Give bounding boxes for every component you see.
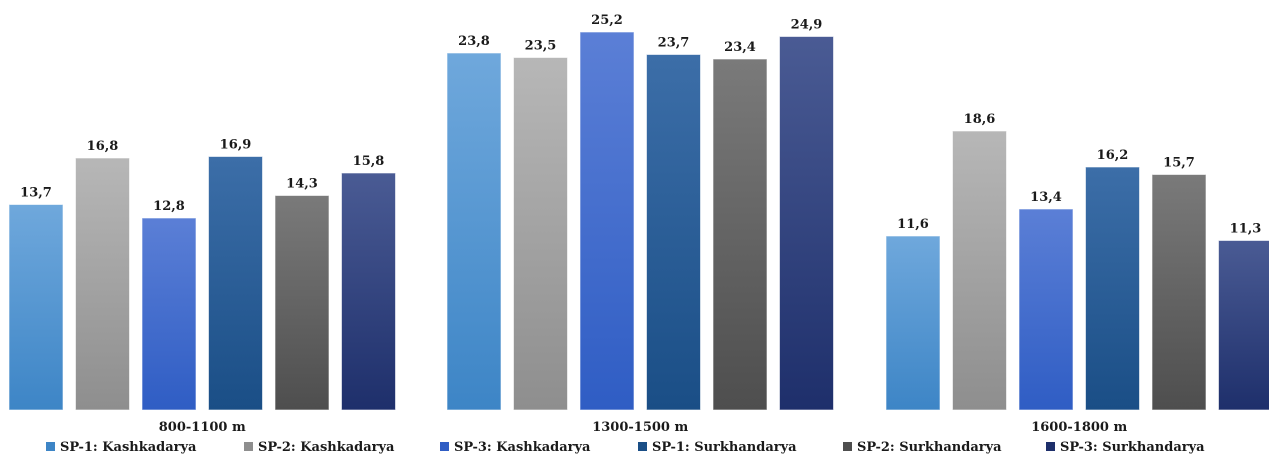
bar-2-5 [1218, 240, 1269, 411]
legend-swatch [638, 442, 647, 451]
value-label: 18,6 [964, 112, 996, 127]
category-label: 800-1100 m [159, 420, 246, 435]
value-label: 25,2 [591, 13, 623, 28]
bar-2-3 [1085, 166, 1140, 411]
legend-swatch [46, 442, 55, 451]
legend-swatch [244, 442, 253, 451]
value-labels-layer: 13,7 16,8 12,8 16,9 14,3 15,8 23,8 23,5 25,2 23,7… [20, 13, 1261, 237]
value-label: 16,8 [87, 139, 119, 154]
bar-1-5 [779, 36, 834, 411]
legend-label: SP-3: Kashkadarya [454, 440, 591, 455]
legend-swatch [440, 442, 449, 451]
value-label: 23,8 [458, 34, 490, 49]
category-labels-layer: 800-1100 m 1300-1500 m 1600-1800 m [159, 420, 1128, 435]
bar-1-1 [513, 57, 568, 411]
value-label: 13,4 [1030, 190, 1062, 205]
bar-0-3 [208, 156, 263, 411]
bar-0-4 [274, 195, 330, 411]
legend: SP-1: Kashkadarya SP-2: Kashkadarya SP-3: … [46, 440, 1205, 455]
category-label: 1600-1800 m [1031, 420, 1127, 435]
value-label: 15,7 [1163, 156, 1195, 171]
value-label: 15,8 [353, 154, 385, 169]
bar-0-0 [8, 204, 64, 411]
bar-2-4 [1151, 174, 1207, 411]
bars-layer [8, 31, 1269, 411]
legend-label: SP-2: Surkhandarya [857, 440, 1002, 455]
bar-1-0 [446, 52, 502, 411]
value-label: 24,9 [791, 18, 823, 33]
bar-1-2 [579, 31, 635, 411]
bar-2-0 [885, 235, 941, 411]
bar-2-2 [1018, 208, 1074, 411]
legend-swatch [843, 442, 852, 451]
bar-0-2 [141, 217, 197, 411]
bar-0-1 [75, 157, 130, 411]
legend-label: SP-2: Kashkadarya [258, 440, 395, 455]
value-label: 11,6 [897, 217, 929, 232]
bar-1-4 [712, 58, 768, 411]
bar-0-5 [341, 172, 396, 411]
legend-label: SP-1: Surkhandarya [652, 440, 797, 455]
category-label: 1300-1500 m [592, 420, 688, 435]
legend-label: SP-1: Kashkadarya [60, 440, 197, 455]
value-label: 23,5 [525, 39, 557, 54]
value-label: 23,7 [658, 36, 690, 51]
bar-2-1 [952, 130, 1007, 411]
value-label: 12,8 [153, 199, 185, 214]
value-label: 16,9 [220, 138, 252, 153]
legend-label: SP-3: Surkhandarya [1060, 440, 1205, 455]
value-label: 23,4 [724, 40, 756, 55]
value-label: 14,3 [286, 177, 318, 192]
legend-swatch [1046, 442, 1055, 451]
value-label: 16,2 [1097, 148, 1129, 163]
value-label: 13,7 [20, 186, 52, 201]
bar-1-3 [646, 54, 701, 411]
value-label: 11,3 [1230, 222, 1262, 237]
